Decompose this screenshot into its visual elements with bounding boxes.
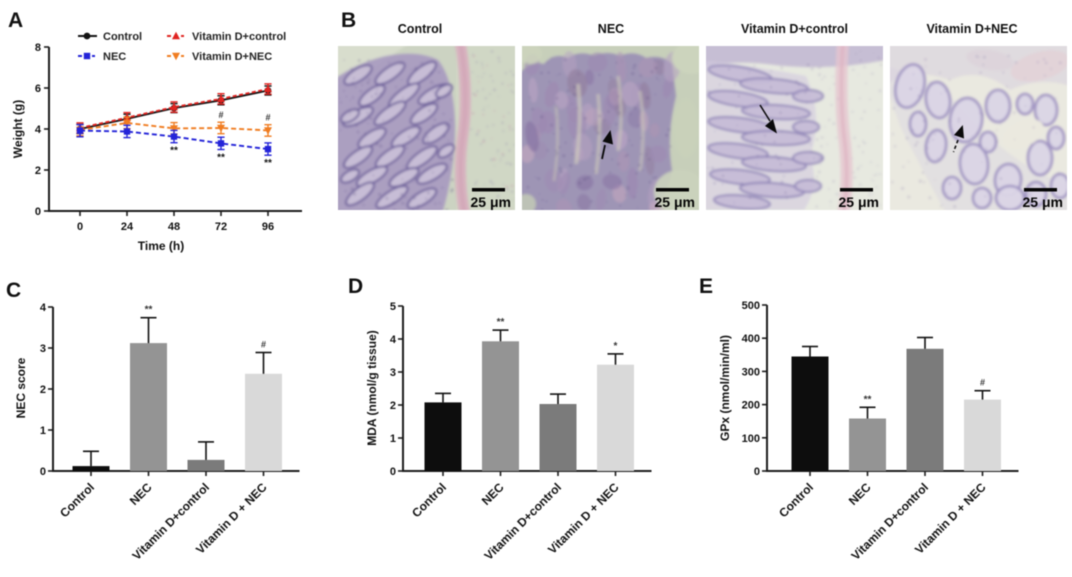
svg-text:NEC score: NEC score <box>14 357 28 418</box>
svg-text:NEC: NEC <box>598 22 624 36</box>
svg-text:8: 8 <box>35 42 41 54</box>
svg-text:24: 24 <box>121 221 134 233</box>
svg-text:#: # <box>980 378 985 388</box>
svg-text:**: ** <box>864 394 872 405</box>
svg-text:100: 100 <box>742 433 760 445</box>
svg-text:3: 3 <box>40 343 46 355</box>
svg-text:MDA (nmol/g tissue): MDA (nmol/g tissue) <box>365 330 379 446</box>
svg-text:**: ** <box>170 146 178 157</box>
svg-text:Time (h): Time (h) <box>138 239 184 253</box>
svg-text:#: # <box>261 340 266 350</box>
svg-text:3: 3 <box>390 367 396 379</box>
svg-text:4: 4 <box>390 334 397 346</box>
svg-text:25 μm: 25 μm <box>839 194 879 210</box>
svg-text:Control: Control <box>103 31 142 43</box>
svg-text:E: E <box>699 275 713 298</box>
svg-text:5: 5 <box>390 301 396 313</box>
svg-text:25 μm: 25 μm <box>655 194 695 210</box>
svg-text:GPx (nmol/min/ml): GPx (nmol/min/ml) <box>718 335 732 441</box>
svg-text:48: 48 <box>168 221 180 233</box>
svg-text:**: ** <box>497 317 505 328</box>
svg-text:96: 96 <box>262 221 274 233</box>
svg-text:0: 0 <box>35 206 41 218</box>
svg-text:0: 0 <box>390 466 396 478</box>
svg-text:6: 6 <box>35 83 41 95</box>
svg-text:200: 200 <box>742 400 760 412</box>
svg-text:#: # <box>265 113 270 123</box>
svg-text:Vitamin D+control: Vitamin D+control <box>741 22 848 36</box>
svg-text:A: A <box>8 9 23 32</box>
svg-text:1: 1 <box>390 433 396 445</box>
svg-text:Vitamin D+control: Vitamin D+control <box>192 31 286 43</box>
svg-text:**: ** <box>264 158 272 169</box>
svg-text:Vitamin D+NEC: Vitamin D+NEC <box>926 22 1017 36</box>
svg-text:300: 300 <box>742 366 760 378</box>
svg-text:B: B <box>341 9 356 32</box>
svg-text:400: 400 <box>742 333 760 345</box>
svg-text:**: ** <box>145 305 153 316</box>
svg-text:72: 72 <box>215 221 227 233</box>
svg-text:2: 2 <box>390 400 396 412</box>
svg-text:C: C <box>6 279 21 302</box>
svg-text:1: 1 <box>40 425 46 437</box>
svg-text:0: 0 <box>40 466 46 478</box>
svg-text:Control: Control <box>398 22 442 36</box>
svg-text:2: 2 <box>35 165 41 177</box>
svg-text:**: ** <box>217 153 225 164</box>
svg-text:2: 2 <box>40 384 46 396</box>
svg-text:D: D <box>348 275 363 298</box>
svg-text:25 μm: 25 μm <box>471 194 511 210</box>
svg-text:Vitamin D+NEC: Vitamin D+NEC <box>192 51 272 63</box>
svg-text:0: 0 <box>77 221 83 233</box>
svg-text:25 μm: 25 μm <box>1023 194 1063 210</box>
svg-text:500: 500 <box>742 300 760 312</box>
svg-text:0: 0 <box>754 466 760 478</box>
svg-text:NEC: NEC <box>103 51 126 63</box>
svg-text:Weight (g): Weight (g) <box>11 100 25 158</box>
svg-text:*: * <box>614 341 618 352</box>
svg-text:4: 4 <box>40 302 47 314</box>
svg-text:4: 4 <box>35 124 42 136</box>
svg-text:#: # <box>218 110 223 120</box>
